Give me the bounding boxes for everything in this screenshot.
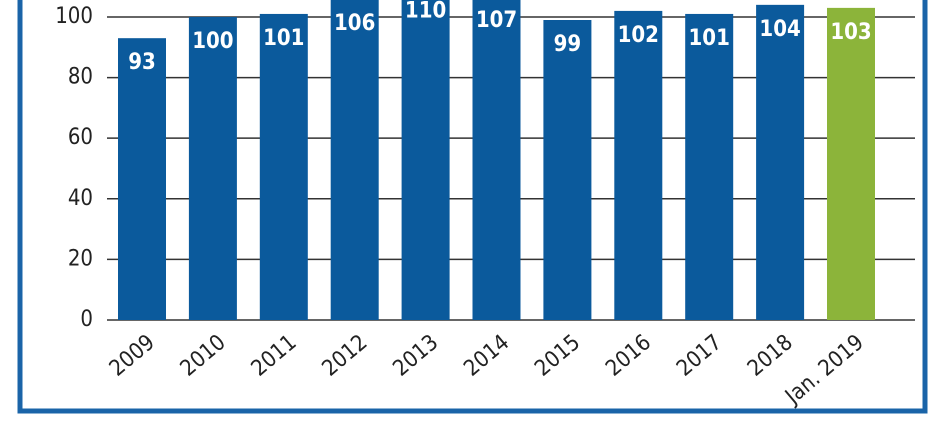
bar [614, 10, 663, 321]
y-tick-label: 100 [55, 4, 93, 29]
y-tick-label: 80 [68, 65, 93, 90]
value-label: 103 [830, 20, 871, 45]
bar [543, 20, 592, 320]
bar [685, 13, 734, 321]
value-label: 99 [554, 32, 582, 57]
y-tick-label: 40 [68, 186, 93, 211]
x-tick-label: 2017 [672, 330, 727, 382]
value-label: 101 [263, 26, 304, 51]
bar [118, 38, 166, 320]
bar [827, 7, 875, 321]
value-label: 93 [128, 50, 156, 75]
value-label: 100 [192, 29, 233, 54]
bar [330, 0, 379, 321]
bar [472, 0, 521, 321]
x-tick-label: 2012 [318, 330, 373, 382]
y-tick-label: 60 [68, 125, 93, 150]
bar [401, 0, 450, 321]
x-tick-label: 2009 [105, 330, 160, 382]
x-tick-label: 2014 [460, 330, 515, 382]
value-label: 110 [405, 0, 446, 24]
bar [259, 13, 308, 321]
frame [17, 0, 928, 414]
x-tick-label: 2013 [389, 330, 444, 382]
value-label: 106 [334, 11, 375, 36]
x-tick-label: 2010 [176, 330, 231, 382]
value-label: 104 [759, 17, 800, 42]
value-label: 107 [476, 8, 517, 33]
bar [188, 16, 237, 320]
x-tick-label: 2018 [743, 330, 798, 382]
value-label: 101 [689, 26, 730, 51]
x-tick-label: 2011 [247, 330, 302, 382]
y-tick-label: 0 [80, 307, 93, 332]
x-tick-label: 2016 [601, 330, 656, 382]
bar [756, 4, 805, 321]
y-tick-label: 20 [68, 246, 93, 271]
value-label: 102 [618, 23, 659, 48]
x-tick-label: 2015 [530, 330, 585, 382]
x-tick-label: Jan. 2019 [780, 330, 869, 410]
